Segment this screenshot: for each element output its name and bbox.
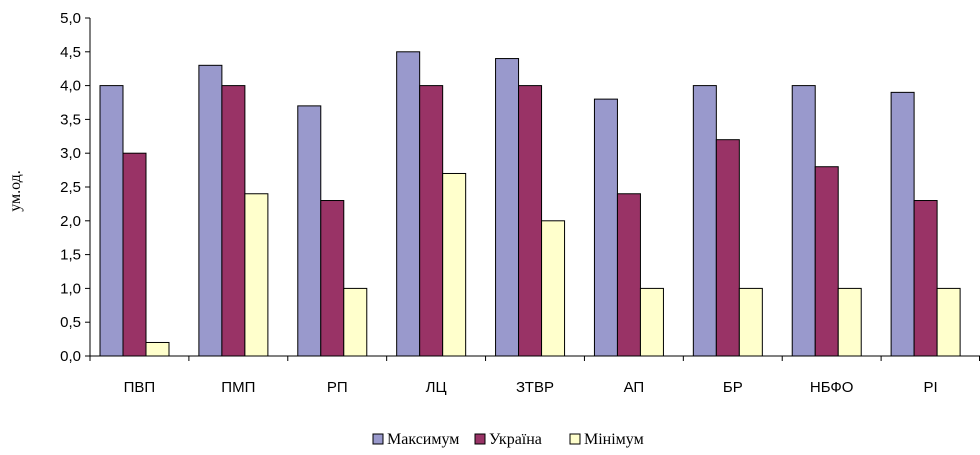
y-tick-label: 2,0: [60, 213, 81, 230]
bar-min: [936, 287, 961, 357]
x-tick-label: ПМП: [221, 379, 255, 396]
y-tick-label: 0,5: [60, 314, 81, 331]
bar-max: [890, 91, 915, 357]
legend-swatch: [569, 433, 581, 445]
bar-min: [244, 193, 269, 357]
bar-ukraine: [913, 200, 938, 357]
x-tick-label: АП: [624, 379, 645, 396]
x-tick-label: ПВП: [124, 379, 156, 396]
bar-max: [692, 85, 717, 357]
x-tick-label: РП: [327, 379, 348, 396]
x-tick-label: РІ: [923, 379, 937, 396]
y-tick-label: 1,5: [60, 247, 81, 264]
x-tick-label: БР: [723, 379, 743, 396]
bar-max: [198, 64, 223, 357]
bar-ukraine: [814, 166, 839, 357]
legend-item-min: Мінімум: [569, 431, 644, 448]
bar-min: [738, 287, 763, 357]
bar-ukraine: [518, 85, 543, 357]
bar-ukraine: [616, 193, 641, 357]
bar-ukraine: [122, 152, 147, 357]
bar-ukraine: [715, 139, 740, 357]
x-tick-label: НБФО: [810, 379, 854, 396]
x-axis: ПВП ПМП РП ЛЦ ЗТВР АП БР НБФО РІ: [89, 355, 980, 396]
x-tick-label: ЛЦ: [426, 379, 447, 396]
y-tick-label: 0,0: [60, 348, 81, 365]
legend: Максимум Україна Мінімум: [372, 431, 644, 448]
y-tick-label: 1,0: [60, 280, 81, 297]
bar-ukraine: [320, 200, 345, 357]
legend-swatch: [372, 433, 384, 445]
bar-max: [297, 105, 322, 357]
y-tick-label: 3,5: [60, 111, 81, 128]
legend-label: Мінімум: [584, 431, 644, 448]
legend-item-ukraine: Україна: [474, 431, 542, 448]
x-tick-label: ЗТВР: [516, 379, 554, 396]
bar-max: [593, 98, 618, 357]
y-axis: 0,0 0,5 1,0 1,5 2,0 2,5 3,0 3,5 4,0 4,5 5,0: [60, 10, 91, 365]
bar-max: [99, 85, 124, 357]
legend-swatch: [474, 433, 486, 445]
bar-max: [396, 51, 421, 357]
bar-ukraine: [221, 85, 246, 357]
y-tick-label: 4,5: [60, 44, 81, 61]
bars: [99, 51, 961, 357]
bar-min: [442, 172, 467, 357]
legend-item-max: Максимум: [372, 431, 459, 448]
bar-max: [791, 85, 816, 357]
bar-min: [541, 220, 566, 357]
y-tick-label: 2,5: [60, 179, 81, 196]
bar-min: [343, 287, 368, 357]
legend-label: Україна: [489, 431, 542, 448]
bar-min: [639, 287, 664, 357]
y-tick-label: 3,0: [60, 145, 81, 162]
legend-label: Максимум: [387, 431, 459, 448]
y-axis-label: ум.од.: [7, 170, 24, 212]
bar-min: [145, 341, 170, 357]
bar-min: [837, 287, 862, 357]
y-tick-label: 4,0: [60, 78, 81, 95]
bar-max: [495, 58, 520, 357]
bar-ukraine: [419, 85, 444, 357]
y-tick-label: 5,0: [60, 10, 81, 27]
